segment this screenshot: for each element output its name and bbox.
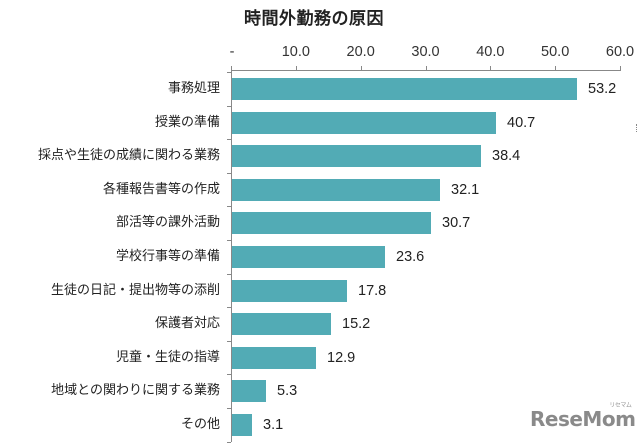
x-axis-tick: [620, 66, 621, 71]
y-axis-tick: [227, 374, 231, 375]
x-tick-label: 20.0: [346, 44, 375, 60]
category-label: 事務処理: [167, 81, 220, 96]
bar: [232, 179, 440, 201]
bar: [232, 380, 266, 402]
x-tick-label: 10.0: [281, 44, 310, 60]
y-axis-tick: [227, 442, 231, 443]
x-axis-tick: [231, 66, 232, 71]
watermark-kana: リセマム: [609, 402, 632, 409]
value-label: 23.6: [396, 249, 425, 265]
x-axis-tick: [425, 66, 427, 71]
category-label: その他: [180, 417, 220, 432]
bar: [232, 112, 496, 134]
y-axis-tick: [227, 72, 231, 73]
bar: [232, 313, 331, 335]
x-axis-tick: [295, 66, 297, 71]
chart-title-text: 時間外勤務の原因: [244, 9, 384, 29]
y-axis-tick: [227, 408, 231, 409]
x-axis-tick: [490, 66, 492, 71]
value-label: 5.3: [277, 383, 298, 399]
bar: [232, 280, 347, 302]
value-label: 30.7: [442, 215, 471, 231]
value-label: 53.2: [588, 81, 617, 97]
y-axis-tick: [227, 341, 231, 342]
value-label: 17.8: [358, 283, 387, 299]
bar: [232, 246, 385, 268]
x-tick-label: 40.0: [476, 44, 505, 60]
bar: [232, 78, 577, 100]
x-tick-label: 50.0: [541, 44, 570, 60]
x-axis-tick: [360, 66, 362, 71]
bar: [232, 145, 481, 167]
category-label: 学校行事等の準備: [115, 249, 220, 264]
bar: [232, 414, 252, 436]
x-tick-label: 30.0: [411, 44, 440, 60]
category-label: 各種報告書等の作成: [102, 182, 220, 197]
watermark-text: ReseMom: [530, 407, 636, 431]
value-label: 32.1: [451, 182, 480, 198]
y-axis-line: [231, 70, 232, 442]
value-label: 40.7: [507, 115, 536, 131]
y-axis-tick: [227, 240, 231, 241]
y-axis-tick: [227, 173, 231, 174]
x-tick-label: 60.0: [605, 44, 635, 60]
category-label: 採点や生徒の成績に関わる業務: [37, 148, 220, 163]
bar: [232, 347, 316, 369]
category-label: 授業の準備: [154, 115, 220, 130]
y-axis-tick: [227, 106, 231, 107]
category-label: 部活等の課外活動: [115, 215, 220, 230]
value-label: 15.2: [342, 316, 371, 332]
value-label: 12.9: [327, 350, 356, 366]
cropped-edge-mark: [636, 124, 640, 132]
bar: [232, 212, 431, 234]
x-tick-label: -: [229, 44, 235, 60]
value-label: 38.4: [492, 148, 521, 164]
category-label: 保護者対応: [154, 316, 220, 331]
y-axis-tick: [227, 139, 231, 140]
category-label: 地域との関わりに関する業務: [51, 383, 220, 398]
y-axis-tick: [227, 274, 231, 275]
category-label: 児童・生徒の指導: [115, 350, 220, 365]
category-label: 生徒の日記・提出物等の添削: [50, 283, 220, 298]
value-label: 3.1: [263, 417, 284, 433]
x-axis-tick: [555, 66, 557, 71]
y-axis-tick: [227, 206, 231, 207]
resemom-watermark-logo: リセマム ReseMom: [530, 402, 636, 431]
y-axis-tick: [227, 307, 231, 308]
